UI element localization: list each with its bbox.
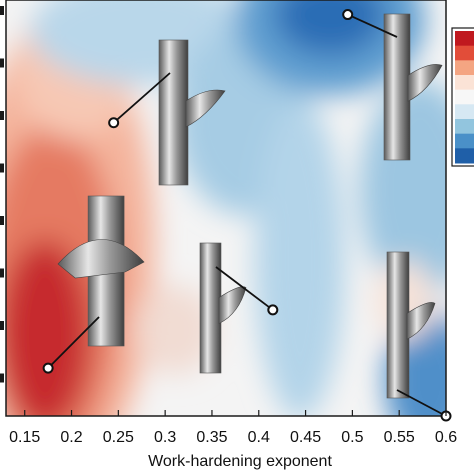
leader-line xyxy=(47,316,100,369)
plot-frame xyxy=(5,0,447,417)
specimen-flange xyxy=(218,286,247,325)
leader-line xyxy=(215,266,274,311)
specimen-lower-right xyxy=(386,251,436,399)
region-red-core xyxy=(6,240,90,416)
x-tick-label: 0.35 xyxy=(196,429,227,446)
specimen-left xyxy=(57,195,145,347)
region-light-center xyxy=(135,285,215,375)
y-tick-mark xyxy=(0,216,4,225)
x-tick-label: 0.25 xyxy=(103,429,134,446)
colorbar-swatch xyxy=(455,89,474,105)
x-tick-label: 0.4 xyxy=(248,429,270,446)
specimen-flange xyxy=(57,239,145,279)
specimen-upper-right xyxy=(383,13,443,161)
colorbar-swatch xyxy=(455,60,474,76)
region-blue-right xyxy=(360,80,446,300)
specimen-flange xyxy=(185,89,226,128)
leader-line xyxy=(113,72,171,124)
specimen-post xyxy=(158,39,189,186)
specimen-post xyxy=(199,242,222,374)
region-blue-band xyxy=(255,100,345,416)
y-tick-mark xyxy=(0,111,4,120)
colorbar-swatch xyxy=(455,119,474,135)
x-tick-label: 0.2 xyxy=(60,429,82,446)
y-tick-mark xyxy=(0,6,4,15)
colorbar-swatch xyxy=(455,31,474,47)
region-blue-core-top xyxy=(275,0,385,55)
y-tick-mark xyxy=(0,58,4,68)
y-tick-mark xyxy=(0,373,4,383)
colorbar xyxy=(451,27,474,167)
x-tick-label: 0.6 xyxy=(435,429,457,446)
specimen-upper-left xyxy=(158,39,226,186)
colorbar-swatch xyxy=(455,133,474,149)
specimen-middle xyxy=(199,242,247,374)
specimen-marker xyxy=(108,117,120,129)
specimen-marker xyxy=(42,362,54,374)
leader-line xyxy=(396,389,447,417)
specimen-marker xyxy=(267,304,279,316)
specimen-markers xyxy=(42,9,452,422)
colorbar-swatch xyxy=(455,104,474,120)
specimen-marker xyxy=(342,9,354,21)
x-axis-title: Work-hardening exponent xyxy=(148,453,332,470)
colorbar-swatch xyxy=(455,148,474,164)
x-tick-label: 0.15 xyxy=(9,429,40,446)
x-tick-label: 0.3 xyxy=(154,429,176,446)
specimen-post xyxy=(383,13,411,161)
y-tick-mark xyxy=(0,268,4,278)
x-tick-label: 0.5 xyxy=(341,429,363,446)
specimen-flange xyxy=(406,302,436,340)
x-tick-label: 0.45 xyxy=(290,429,321,446)
colorbar-swatch xyxy=(455,45,474,61)
colorbar-swatch xyxy=(455,75,474,91)
specimen-insets xyxy=(57,13,443,399)
y-tick-mark xyxy=(0,163,4,173)
specimen-flange xyxy=(407,64,443,102)
y-tick-mark xyxy=(0,321,4,330)
x-axis-ticks: 0.15 0.2 0.25 0.3 0.35 0.4 0.45 0.5 0.55 0.6 xyxy=(9,410,457,446)
leader-line xyxy=(347,13,398,38)
x-tick-label: 0.55 xyxy=(384,429,415,446)
y-axis-ticks xyxy=(0,6,4,383)
specimen-post xyxy=(386,251,410,399)
